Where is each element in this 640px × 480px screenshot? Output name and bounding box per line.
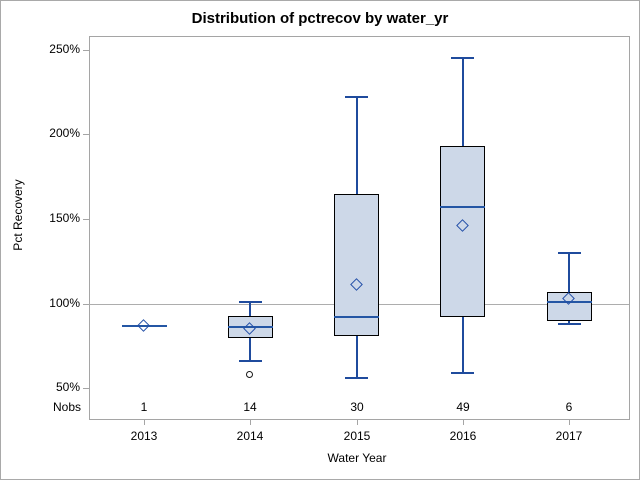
y-tick-mark: [83, 219, 89, 220]
median-line-2017: [547, 301, 592, 303]
x-category-label-2013: 2013: [130, 429, 158, 443]
y-axis-title: Pct Recovery: [11, 179, 25, 251]
y-tick-label: 150%: [49, 211, 80, 225]
nobs-value-2013: 1: [140, 400, 148, 414]
y-tick-mark: [83, 388, 89, 389]
x-category-label-2017: 2017: [555, 429, 583, 443]
y-tick-mark: [83, 134, 89, 135]
median-line-2015: [334, 316, 379, 318]
x-axis-title: Water Year: [327, 451, 387, 465]
box-2015: [334, 194, 379, 336]
whisker-cap-bottom-2014: [239, 360, 262, 362]
whisker-cap-top-2017: [558, 252, 581, 254]
x-tick-mark: [569, 420, 570, 425]
whisker-cap-bottom-2017: [558, 323, 581, 325]
y-tick-label: 50%: [55, 380, 80, 394]
y-tick-label: 200%: [49, 126, 80, 140]
whisker-cap-top-2014: [239, 301, 262, 303]
nobs-value-2017: 6: [565, 400, 573, 414]
box-2017: [547, 292, 592, 321]
whisker-cap-bottom-2016: [451, 372, 474, 374]
chart-title: Distribution of pctrecov by water_yr: [191, 10, 449, 27]
x-tick-mark: [250, 420, 251, 425]
y-tick-label: 100%: [49, 296, 80, 310]
whisker-cap-top-2015: [345, 96, 368, 98]
x-tick-mark: [463, 420, 464, 425]
box-2016: [440, 146, 485, 317]
x-tick-mark: [144, 420, 145, 425]
x-category-label-2014: 2014: [236, 429, 264, 443]
whisker-cap-bottom-2015: [345, 377, 368, 379]
median-line-2013: [122, 325, 167, 327]
y-tick-mark: [83, 304, 89, 305]
x-tick-mark: [357, 420, 358, 425]
whisker-cap-top-2016: [451, 57, 474, 59]
median-line-2016: [440, 206, 485, 208]
nobs-value-2014: 14: [243, 400, 257, 414]
x-category-label-2015: 2015: [343, 429, 371, 443]
x-category-label-2016: 2016: [449, 429, 477, 443]
nobs-value-2015: 30: [350, 400, 364, 414]
outlier-2014: [246, 371, 253, 378]
whisker-stem-2017: [568, 253, 570, 324]
nobs-value-2016: 49: [456, 400, 470, 414]
nobs-row-label: Nobs: [52, 400, 81, 414]
y-tick-label: 250%: [49, 42, 80, 56]
median-line-2014: [228, 326, 273, 328]
y-tick-mark: [83, 50, 89, 51]
